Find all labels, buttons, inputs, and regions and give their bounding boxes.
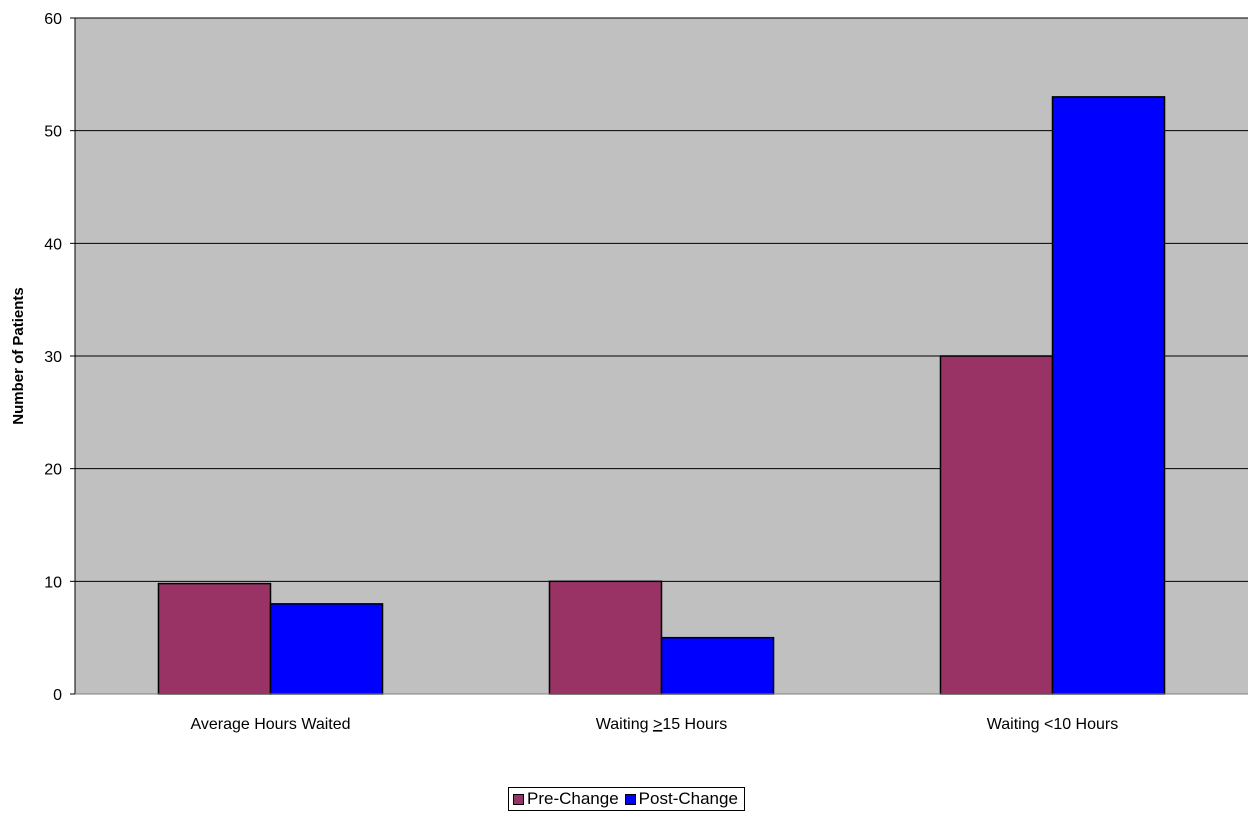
bar-post-change-0 xyxy=(269,603,384,695)
bars xyxy=(157,96,1166,695)
y-tick-label: 60 xyxy=(44,11,62,28)
y-tick-labels: 0 10 20 30 40 50 60 xyxy=(44,11,62,704)
axes xyxy=(70,17,1248,695)
legend: Pre-Change Post-Change xyxy=(508,787,745,811)
legend-item-pre-change: Pre-Change xyxy=(513,789,619,809)
x-tick-labels: Average Hours Waited Waiting >15 Hours Wai… xyxy=(190,716,1118,733)
y-tick-label: 50 xyxy=(44,124,62,141)
legend-label-post-change: Post-Change xyxy=(638,789,738,808)
x-tick-label: Waiting >15 Hours xyxy=(596,716,727,733)
y-tick-label: 10 xyxy=(44,574,62,591)
bar-pre-change-0 xyxy=(157,582,272,695)
bar-post-change-2 xyxy=(1051,96,1166,695)
gridlines xyxy=(75,17,1248,582)
y-tick-label: 0 xyxy=(53,687,62,704)
bar-pre-change-1 xyxy=(548,580,663,695)
x-tick-label: Waiting <10 Hours xyxy=(987,716,1118,733)
y-tick-label: 40 xyxy=(44,236,62,253)
legend-swatch-post-change xyxy=(624,793,636,805)
legend-item-post-change: Post-Change xyxy=(624,789,738,809)
x-tick-label: Average Hours Waited xyxy=(190,716,350,733)
legend-label-pre-change: Pre-Change xyxy=(527,789,619,808)
y-tick-label: 30 xyxy=(44,349,62,366)
y-tick-label: 20 xyxy=(44,462,62,479)
legend-swatch-pre-change xyxy=(513,793,524,805)
bar-pre-change-2 xyxy=(939,355,1054,695)
y-axis-label: Number of Patients xyxy=(10,287,27,425)
bar-post-change-1 xyxy=(660,636,775,695)
